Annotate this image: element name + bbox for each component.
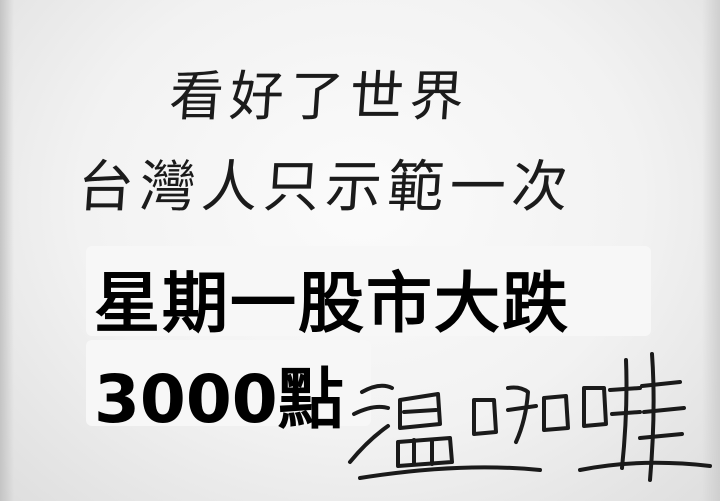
- handwritten-line-1: 看好了世界: [167, 65, 472, 128]
- paper-shadow-right: [702, 0, 720, 501]
- paper-shadow-left: [0, 0, 14, 501]
- headline-line-2: 3000點: [94, 361, 344, 438]
- headline-overlay-2: [86, 340, 371, 426]
- handwritten-line-2: 台灣人只示範一次: [75, 155, 576, 220]
- headline-overlay-1: [86, 246, 651, 336]
- handwritten-signature: 溫咖啡: [348, 352, 712, 482]
- headline-line-1: 星期一股市大跌: [94, 265, 570, 342]
